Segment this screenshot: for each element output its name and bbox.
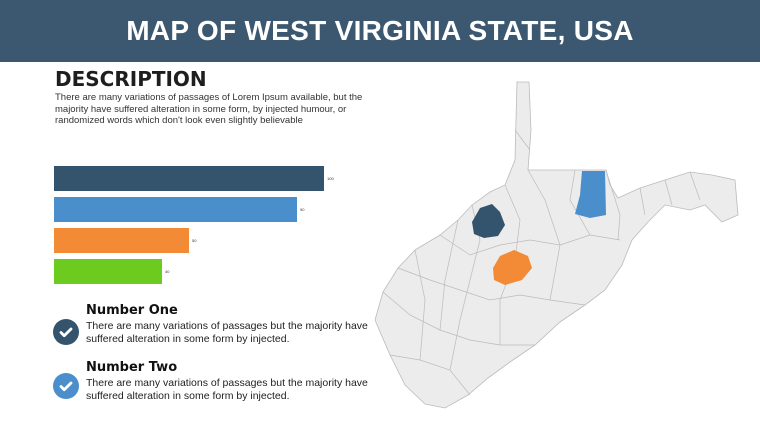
bar-value-label: 100 <box>327 176 334 181</box>
highlight-county-orange <box>493 250 532 285</box>
bar <box>54 259 162 284</box>
item-one-text: There are many variations of passages bu… <box>86 320 368 345</box>
page-title: MAP OF WEST VIRGINIA STATE, USA <box>126 15 634 46</box>
bar-value-label: 90 <box>300 207 305 212</box>
check-circle-icon <box>53 319 79 345</box>
bar-value-label: 50 <box>192 238 197 243</box>
check-circle-icon <box>53 373 79 399</box>
state-outline <box>374 81 739 409</box>
west-virginia-map <box>374 81 739 409</box>
item-two-text: There are many variations of passages bu… <box>86 377 368 402</box>
bar <box>54 197 297 222</box>
item-one-title: Number One <box>86 303 178 318</box>
bar-value-label: 40 <box>165 269 170 274</box>
bar <box>54 166 324 191</box>
title-banner: MAP OF WEST VIRGINIA STATE, USA <box>0 0 760 62</box>
item-two-title: Number Two <box>86 360 178 375</box>
description-text: There are many variations of passages of… <box>55 92 363 126</box>
highlight-county-dark <box>472 204 505 238</box>
highlight-county-blue <box>575 171 606 218</box>
bar <box>54 228 189 253</box>
description-title: DESCRIPTION <box>55 67 207 91</box>
